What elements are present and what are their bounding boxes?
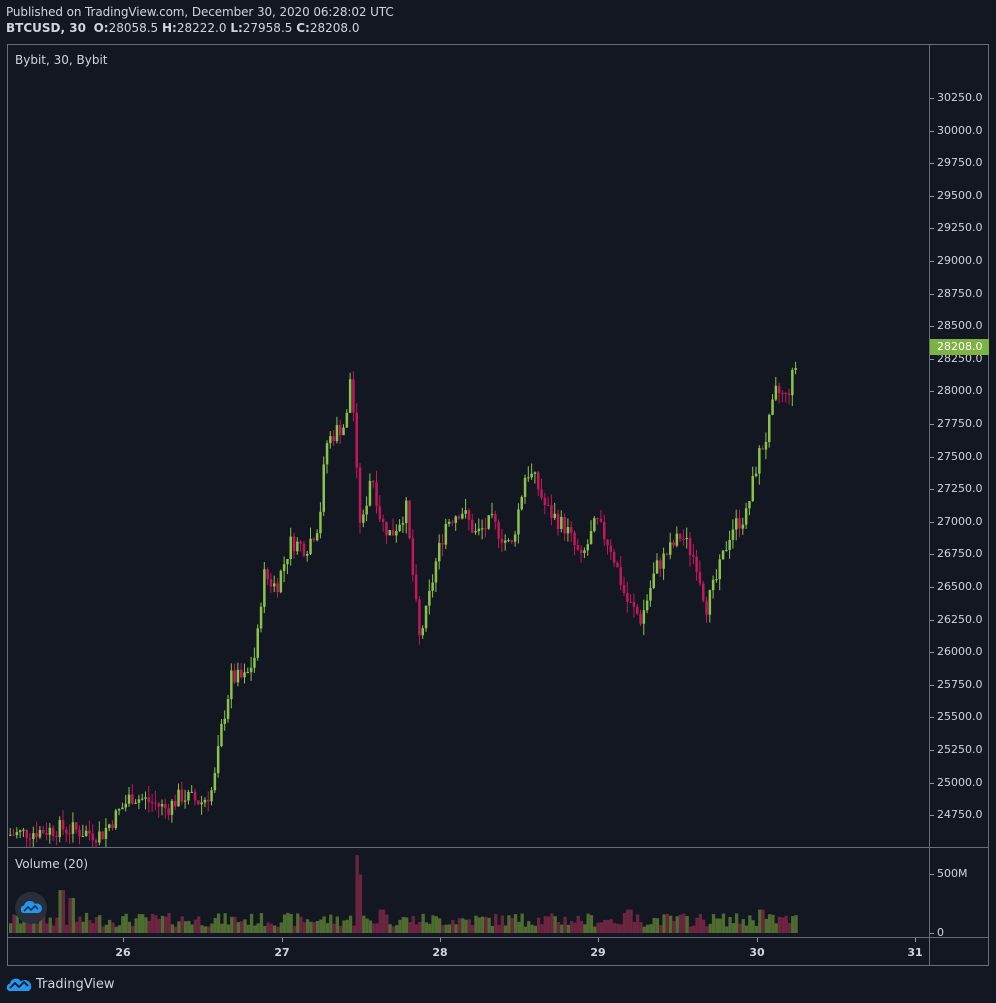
price-tick [930,261,934,262]
time-tick [282,938,283,942]
price-tick-label: 28500.0 [937,319,983,333]
price-tick-label: 28750.0 [937,286,983,300]
high-value: 28222.0 [176,21,227,35]
price-tick-label: 29750.0 [937,156,983,170]
price-tick [930,554,934,556]
price-tick [930,489,934,491]
time-tick [123,938,124,942]
tradingview-badge[interactable] [15,892,47,924]
volume-tick-label: 0 [937,926,944,939]
price-tick [930,130,934,132]
low-label: L: [230,21,243,35]
price-tick [930,391,934,393]
tradingview-cloud-icon [20,901,42,913]
pane-separator[interactable] [7,847,989,848]
price-tick-label: 24750.0 [937,808,983,822]
price-tick-label: 30250.0 [937,91,983,104]
price-tick-label: 25500.0 [937,710,983,724]
time-tick [440,938,441,942]
footer-brand[interactable]: TradingView [6,975,115,993]
candlestick-plot[interactable] [8,45,929,937]
price-tick-label: 29500.0 [937,188,983,202]
series-label: Bybit, 30, Bybit [15,53,108,67]
price-tick [930,652,934,654]
price-tick [930,717,934,719]
time-axis-border [7,937,989,938]
volume-label: Volume (20) [15,857,89,871]
price-tick [930,782,934,784]
time-tick-label: 26 [115,946,131,959]
price-tick-label: 26750.0 [937,547,983,561]
price-tick-label: 25750.0 [937,677,983,691]
price-tick [930,815,934,817]
price-tick-label: 29250.0 [937,221,983,235]
price-tick-label: 27750.0 [937,417,983,430]
open-value: 28058.5 [108,21,159,35]
chart-frame [7,44,989,966]
time-tick-label: 30 [749,946,765,959]
time-tick-label: 27 [274,946,290,959]
price-tick [930,195,934,197]
time-tick-label: 29 [590,946,606,959]
price-tick-label: 26000.0 [937,645,983,659]
last-price-tag: 28208.0 [930,339,989,355]
price-tick-label: 26250.0 [937,612,983,626]
price-axis-border [929,44,930,966]
price-tick-label: 26500.0 [937,580,983,593]
price-tick [930,619,934,621]
price-tick-label: 29000.0 [937,254,983,267]
price-tick [930,750,934,751]
symbol-interval: BTCUSD, 30 [6,21,86,35]
price-tick [930,293,934,295]
open-label: O: [93,21,109,35]
high-label: H: [162,21,177,35]
time-tick [757,938,758,942]
price-tick [930,424,934,425]
close-label: C: [296,21,310,35]
price-tick [930,587,934,588]
price-tick-label: 28250.0 [937,351,983,365]
price-tick [930,228,934,230]
price-tick-label: 25250.0 [937,743,983,756]
price-tick-label: 27500.0 [937,449,983,463]
price-tick-label: 28000.0 [937,384,983,398]
tradingview-logo-icon [6,978,32,991]
ohlc-legend: BTCUSD, 30 O:28058.5 H:28222.0 L:27958.5… [6,21,359,35]
low-value: 27958.5 [242,21,293,35]
price-tick [930,358,934,360]
price-tick [930,456,934,458]
price-tick [930,521,934,523]
published-info: Published on TradingView.com, December 3… [6,5,394,19]
price-tick [930,684,934,686]
price-tick [930,326,934,328]
price-tick-label: 27250.0 [937,482,983,496]
price-tick-label: 25000.0 [937,775,983,789]
price-tick [930,163,934,165]
price-tick-label: 30000.0 [937,123,983,137]
brand-name: TradingView [36,976,115,992]
time-tick-label: 28 [432,946,448,959]
time-tick [598,938,599,942]
close-value: 28208.0 [309,21,360,35]
price-tick [930,98,934,99]
price-tick-label: 27000.0 [937,514,983,528]
volume-tick-label: 500M [937,867,968,880]
time-tick-label: 31 [907,946,923,959]
time-tick [915,938,916,942]
